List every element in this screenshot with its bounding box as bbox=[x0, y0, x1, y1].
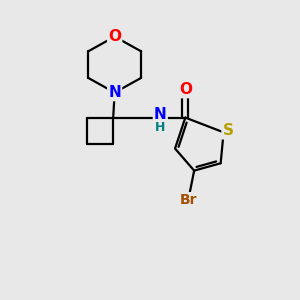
Text: Br: Br bbox=[179, 193, 197, 207]
Text: N: N bbox=[108, 85, 121, 100]
Text: O: O bbox=[179, 82, 192, 97]
Text: O: O bbox=[108, 29, 121, 44]
Text: H: H bbox=[155, 121, 166, 134]
Text: S: S bbox=[223, 123, 233, 138]
Text: N: N bbox=[154, 107, 167, 122]
